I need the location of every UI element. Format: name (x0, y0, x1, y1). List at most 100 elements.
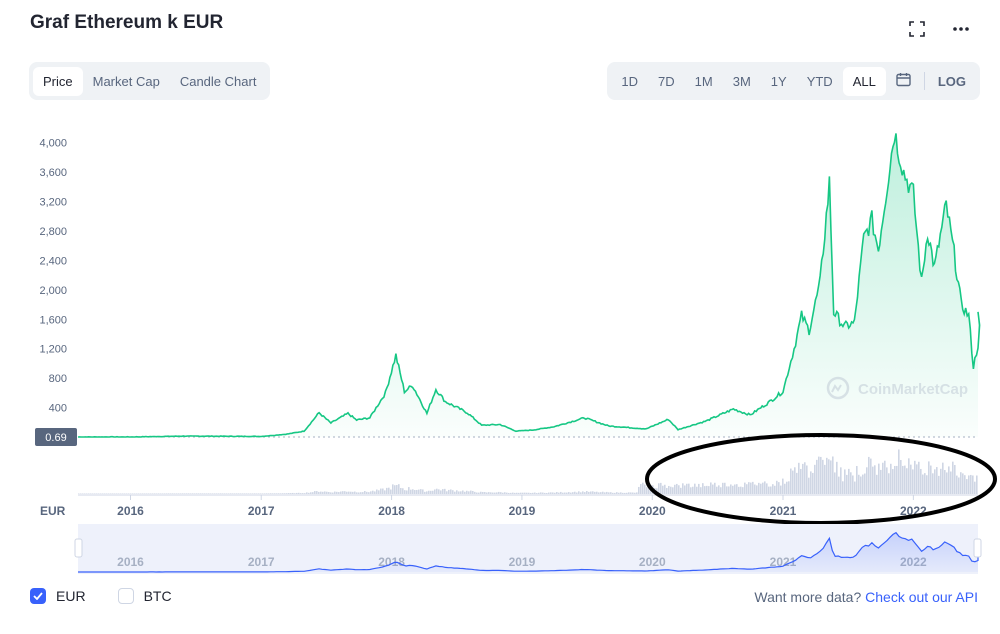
volume-bar (118, 493, 120, 494)
volume-bar (218, 493, 220, 494)
volume-bar (108, 493, 110, 494)
volume-bar (582, 491, 584, 494)
volume-bar (534, 492, 536, 494)
volume-bar (626, 492, 628, 494)
volume-bar (866, 467, 868, 494)
volume-bar (294, 493, 296, 494)
volume-bar (288, 493, 290, 494)
range-1d[interactable]: 1D (621, 73, 639, 89)
chart-type-tabs: Price Market Cap Candle Chart (29, 62, 271, 100)
volume-bar (450, 489, 452, 494)
volume-bar (78, 493, 80, 494)
volume-bar (952, 461, 954, 494)
tab-candle-chart[interactable]: Candle Chart (179, 73, 257, 89)
range-7d[interactable]: 7D (658, 73, 675, 89)
volume-bar (712, 484, 714, 494)
volume-bar (464, 491, 466, 494)
volume-bar (890, 463, 892, 494)
fullscreen-icon[interactable] (906, 18, 928, 40)
volume-bar (208, 493, 210, 494)
volume-bar (178, 493, 180, 494)
volume-bar (470, 490, 472, 494)
volume-bar (962, 473, 964, 494)
volume-bar (592, 491, 594, 494)
volume-bar (644, 484, 646, 494)
volume-bar (380, 488, 382, 494)
btc-checkbox[interactable] (117, 588, 134, 604)
volume-bar (640, 484, 642, 494)
navigator-handle-right[interactable] (973, 538, 982, 558)
range-1y[interactable]: 1Y (770, 73, 787, 89)
volume-bar (610, 492, 612, 494)
volume-bar (446, 491, 448, 494)
volume-bar (430, 490, 432, 494)
volume-bar (618, 492, 620, 494)
calendar-icon[interactable] (886, 65, 921, 97)
volume-bar (510, 492, 512, 494)
volume-bar (150, 493, 152, 494)
navigator-x-tick-label: 2020 (639, 555, 666, 569)
volume-bar (758, 482, 760, 494)
volume-bar (456, 490, 458, 494)
volume-bar (172, 493, 174, 494)
volume-bar (546, 492, 548, 494)
volume-bar (914, 460, 916, 494)
volume-bar (236, 493, 238, 494)
eur-checkbox[interactable] (30, 588, 46, 604)
volume-bar (938, 475, 940, 494)
volume-bar (854, 481, 856, 494)
volume-bar (460, 491, 462, 494)
range-ytd[interactable]: YTD (806, 73, 833, 89)
volume-bar (116, 493, 118, 494)
navigator-line (78, 531, 979, 573)
volume-bar (94, 493, 96, 494)
volume-bar (772, 484, 774, 494)
navigator-handle-left[interactable] (74, 538, 83, 558)
volume-bar (660, 482, 662, 494)
volume-bar (708, 486, 710, 494)
volume-bar (390, 489, 392, 494)
volume-bar (198, 493, 200, 494)
volume-bar (378, 490, 380, 494)
volume-bar (428, 490, 430, 494)
range-all[interactable]: ALL (842, 66, 886, 96)
more-options-icon[interactable] (950, 18, 972, 40)
volume-bar (112, 493, 114, 494)
volume-bar (244, 493, 246, 494)
volume-bar (850, 472, 852, 494)
range-1m[interactable]: 1M (694, 73, 713, 89)
tab-price[interactable]: Price (33, 66, 83, 96)
volume-bar (234, 493, 236, 494)
volume-bar (968, 475, 970, 494)
tab-market-cap[interactable]: Market Cap (92, 73, 160, 89)
volume-bar (542, 492, 544, 494)
chart-title: Graf Ethereum k EUR (30, 12, 224, 33)
api-link[interactable]: Check out our API (865, 589, 978, 605)
volume-bar (386, 487, 388, 494)
volume-bar (388, 487, 390, 494)
log-scale-toggle[interactable]: LOG (937, 73, 966, 89)
volume-bar (188, 493, 190, 494)
volume-bar (880, 469, 882, 494)
volume-bar (702, 483, 704, 494)
x-tick-label: 2020 (639, 504, 666, 518)
volume-bar (434, 489, 436, 494)
volume-bar (692, 486, 694, 494)
volume-bar (918, 461, 920, 494)
volume-bar (528, 492, 530, 494)
volume-bar (766, 483, 768, 494)
volume-bar (394, 485, 396, 494)
volume-bar (858, 474, 860, 494)
volume-bar (80, 493, 82, 494)
volume-bar (484, 492, 486, 494)
range-3m[interactable]: 3M (732, 73, 751, 89)
volume-bar (728, 486, 730, 494)
volume-bar (372, 490, 374, 494)
currency-label: EUR (40, 504, 66, 518)
volume-bar (756, 485, 758, 494)
volume-bar (96, 493, 98, 494)
volume-bar (804, 462, 806, 494)
volume-bar (322, 491, 324, 494)
volume-bar (452, 490, 454, 494)
volume-bar (752, 481, 754, 494)
